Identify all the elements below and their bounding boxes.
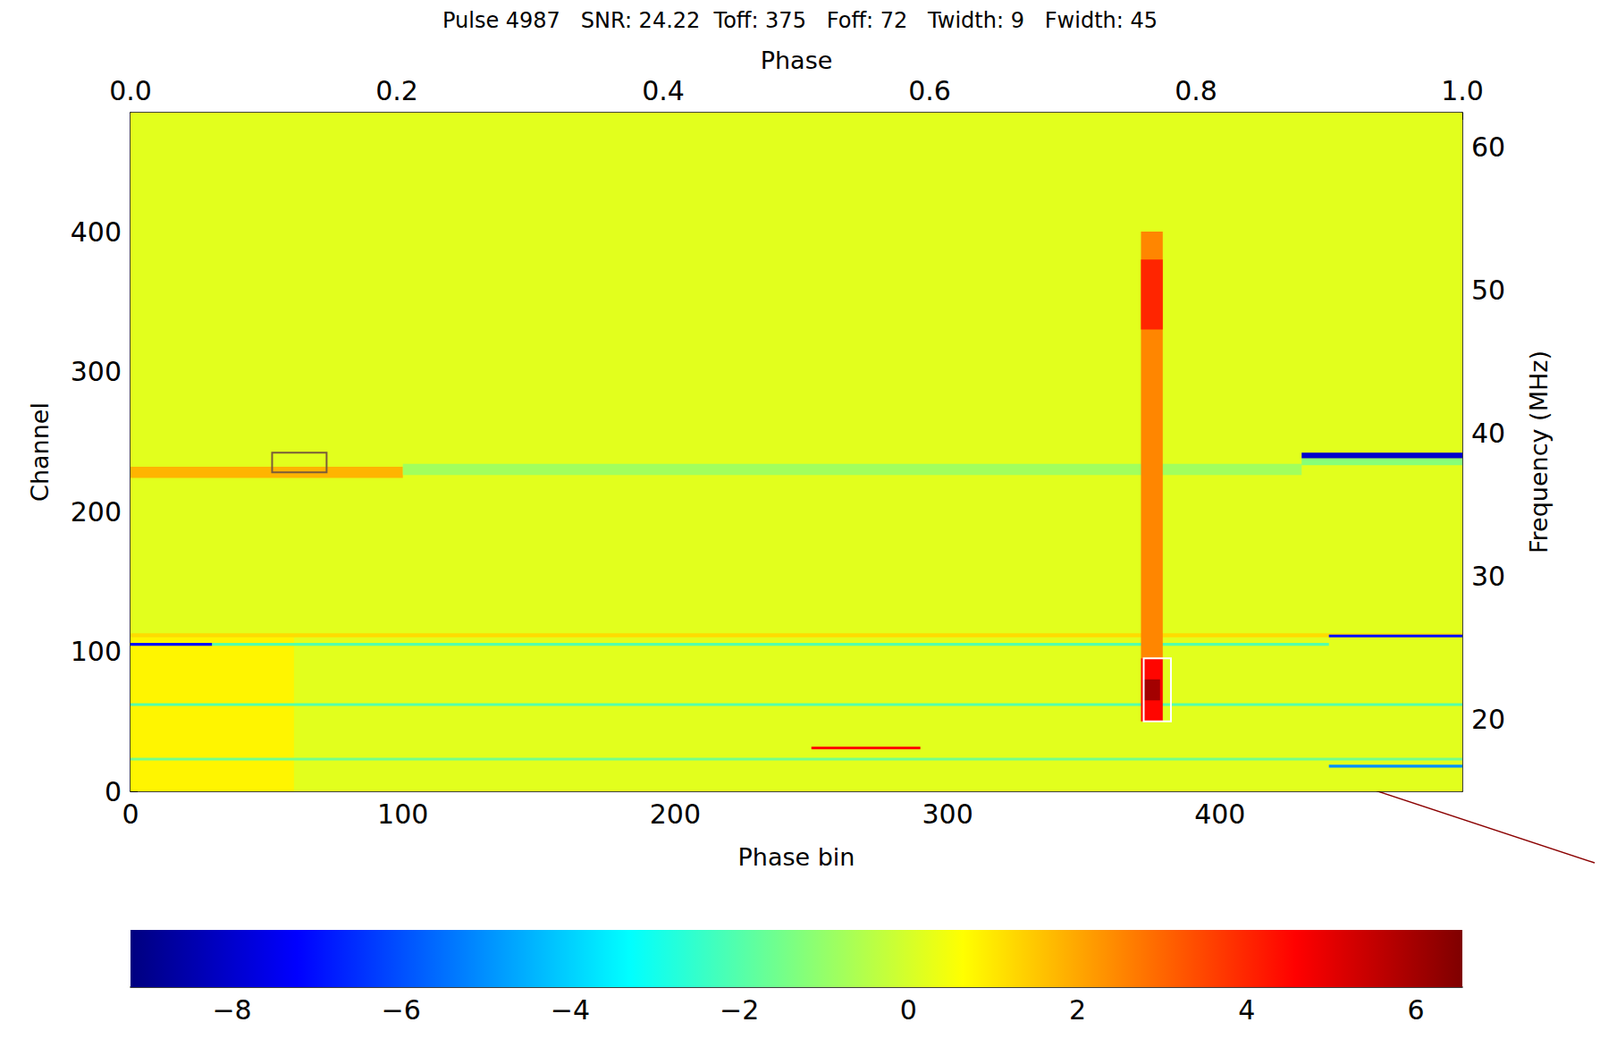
svg-text:0: 0 bbox=[900, 993, 918, 1026]
svg-text:60: 60 bbox=[1471, 131, 1506, 163]
svg-text:0.0: 0.0 bbox=[109, 75, 152, 107]
svg-text:300: 300 bbox=[70, 355, 122, 388]
svg-text:30: 30 bbox=[1471, 560, 1506, 592]
svg-text:400: 400 bbox=[70, 216, 122, 248]
svg-text:4: 4 bbox=[1237, 993, 1255, 1026]
svg-text:1.0: 1.0 bbox=[1440, 75, 1484, 107]
svg-text:6: 6 bbox=[1406, 993, 1424, 1026]
svg-text:−2: −2 bbox=[719, 993, 759, 1026]
svg-text:200: 200 bbox=[70, 496, 122, 528]
svg-text:0: 0 bbox=[121, 798, 139, 830]
svg-text:100: 100 bbox=[70, 635, 122, 667]
svg-text:−8: −8 bbox=[211, 993, 252, 1026]
svg-text:2: 2 bbox=[1069, 993, 1087, 1026]
svg-text:Pulse 4987 SNR: 24.22 Toff:: Pulse 4987 SNR: 24.22 Toff: 375 Foff: 72… bbox=[442, 8, 1158, 34]
svg-text:100: 100 bbox=[377, 798, 429, 830]
svg-text:−4: −4 bbox=[550, 993, 590, 1026]
svg-text:−6: −6 bbox=[381, 993, 422, 1026]
svg-text:Frequency (MHz): Frequency (MHz) bbox=[1524, 350, 1553, 554]
svg-text:0.8: 0.8 bbox=[1174, 75, 1218, 107]
svg-text:Phase bin: Phase bin bbox=[738, 842, 856, 871]
svg-text:0.4: 0.4 bbox=[641, 75, 685, 107]
svg-text:0.2: 0.2 bbox=[375, 75, 419, 107]
svg-text:200: 200 bbox=[649, 798, 701, 830]
svg-text:20: 20 bbox=[1471, 703, 1506, 735]
svg-text:400: 400 bbox=[1194, 798, 1246, 830]
svg-text:Phase: Phase bbox=[760, 46, 834, 75]
svg-text:Channel: Channel bbox=[25, 402, 54, 502]
svg-text:0.6: 0.6 bbox=[908, 75, 952, 107]
svg-text:40: 40 bbox=[1471, 417, 1506, 449]
svg-text:300: 300 bbox=[921, 798, 973, 830]
svg-text:0: 0 bbox=[104, 775, 122, 808]
svg-text:50: 50 bbox=[1471, 274, 1506, 306]
